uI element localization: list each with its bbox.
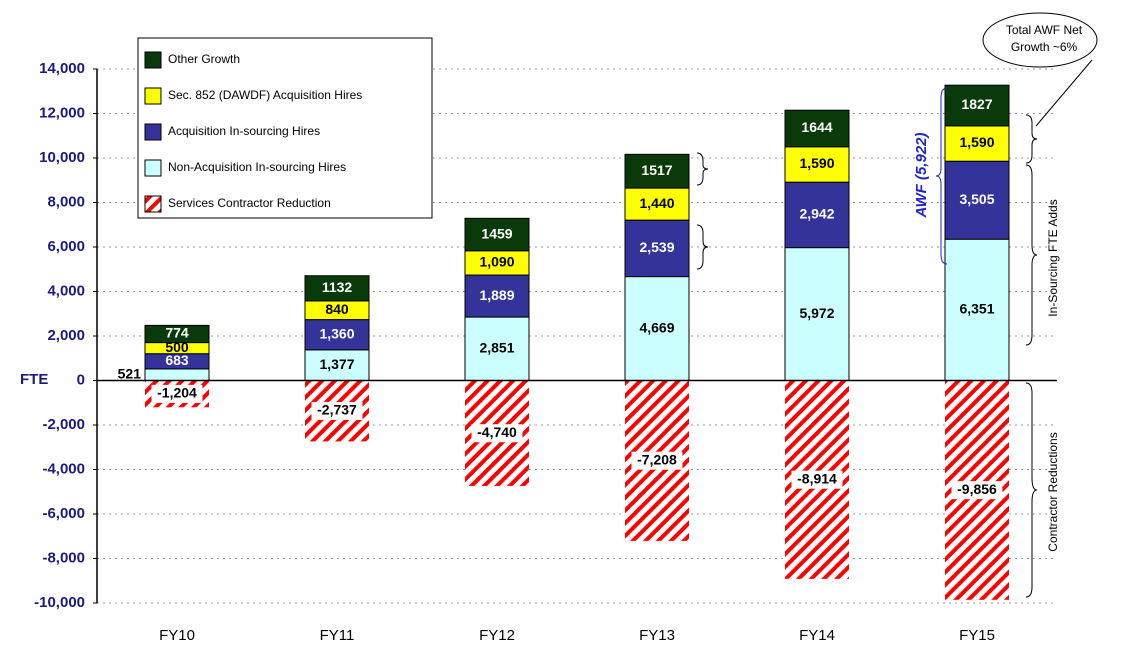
x-tick-label: FY15	[959, 627, 995, 644]
y-tick-label: 4,000	[47, 282, 85, 299]
value-label: -4,740	[477, 424, 517, 440]
x-tick-label: FY14	[799, 627, 835, 644]
value-label: 1132	[322, 279, 353, 295]
bar-segment	[784, 109, 850, 148]
y-tick-label: -4,000	[42, 460, 85, 477]
label-bg	[311, 401, 363, 420]
value-label: 1827	[961, 96, 992, 112]
legend-label: Sec. 852 (DAWDF) Acquisition Hires	[168, 88, 362, 102]
y-tick-label: 2,000	[47, 327, 85, 344]
value-label: -8,914	[797, 470, 837, 486]
legend	[137, 37, 433, 219]
legend-swatch	[144, 87, 162, 105]
bar-segment	[784, 146, 850, 183]
value-label: 1,090	[479, 254, 514, 270]
x-tick-label: FY11	[320, 627, 355, 644]
callout-line: Growth ~6%	[1011, 40, 1078, 54]
value-label: -9,856	[957, 481, 997, 497]
label-bg	[151, 384, 203, 403]
y-tick-label: -8,000	[42, 549, 85, 566]
value-label: 1,360	[319, 325, 354, 341]
bar-segment	[944, 84, 1010, 127]
callout-bubble	[982, 12, 1098, 68]
value-label: 2,539	[639, 239, 674, 255]
bar-segment	[304, 319, 370, 351]
value-label: 1644	[801, 119, 832, 135]
y-tick-label: 6,000	[47, 238, 85, 255]
label-bg	[951, 481, 1003, 500]
value-label: -2,737	[317, 402, 357, 418]
braces	[696, 59, 1093, 598]
y-tick-label: -10,000	[34, 594, 85, 611]
bar-segment	[624, 153, 690, 189]
value-label: 1459	[481, 225, 512, 241]
value-label: -7,208	[637, 451, 677, 467]
bar-segment	[304, 275, 370, 302]
value-label: 500	[165, 339, 189, 355]
callout-line: Total AWF Net	[1006, 23, 1083, 37]
bar-segment	[624, 276, 690, 381]
label-bg	[471, 424, 523, 443]
value-label: 1,377	[319, 356, 354, 372]
y-axis-label: FTE	[20, 371, 48, 388]
y-tick-label: 10,000	[39, 149, 85, 166]
value-label: 683	[165, 352, 189, 368]
legend-swatch	[144, 123, 162, 141]
bar-segment	[784, 181, 850, 249]
x-tick-label: FY13	[639, 627, 675, 644]
legend-label: Non-Acquisition In-sourcing Hires	[168, 160, 346, 174]
value-label: 840	[325, 301, 349, 317]
value-label: 4,669	[639, 319, 674, 335]
legend-label: Acquisition In-sourcing Hires	[168, 124, 320, 138]
in-sourcing-annotation: In-Sourcing FTE Adds	[1046, 199, 1060, 316]
value-label: 2,942	[799, 206, 834, 222]
bar-segment	[944, 125, 1010, 162]
bar-segment	[624, 219, 690, 278]
y-tick-label: 12,000	[39, 104, 85, 121]
bar-segment	[944, 238, 1010, 381]
y-tick-label: -6,000	[42, 505, 85, 522]
bar-segment	[144, 368, 210, 381]
label-bg	[791, 470, 843, 489]
bar-segment	[944, 160, 1010, 240]
value-label: 1,889	[479, 287, 514, 303]
legend-swatch	[144, 159, 162, 177]
bar-segment	[464, 217, 530, 252]
y-tick-label: 8,000	[47, 193, 85, 210]
value-label: 1,440	[639, 195, 674, 211]
contractor-annotation: Contractor Reductions	[1046, 432, 1060, 551]
legend-swatch	[144, 51, 162, 69]
legend-label: Other Growth	[168, 52, 240, 66]
value-label: 2,851	[479, 339, 514, 355]
y-tick-label: 0	[77, 371, 85, 388]
bar-segment	[304, 349, 370, 382]
legend-label: Services Contractor Reduction	[168, 196, 331, 210]
bar-segment	[784, 247, 850, 381]
value-label: 1,590	[959, 134, 994, 150]
value-label: -1,204	[157, 385, 197, 401]
label-bg	[631, 451, 683, 470]
value-label: 6,351	[959, 301, 994, 317]
value-label: 3,505	[959, 191, 994, 207]
y-tick-label: -2,000	[42, 416, 85, 433]
value-label: 5,972	[799, 305, 834, 321]
y-tick-label: 14,000	[39, 60, 85, 77]
bar-segment	[464, 274, 530, 318]
value-label: 521	[118, 365, 142, 381]
value-label: 1517	[641, 162, 672, 178]
legend-swatch	[144, 195, 162, 213]
bar-segment	[464, 316, 530, 381]
value-label: 1,590	[799, 155, 834, 171]
x-tick-label: FY12	[479, 627, 515, 644]
bar-segment	[144, 324, 210, 344]
value-label: 774	[165, 325, 189, 341]
awf-annotation: AWF (5,922)	[913, 132, 930, 218]
x-tick-label: FY10	[159, 627, 195, 644]
